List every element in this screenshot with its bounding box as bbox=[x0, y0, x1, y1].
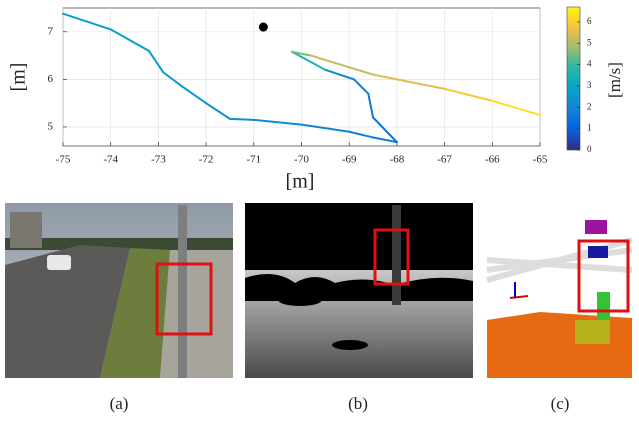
trajectory-segment bbox=[372, 73, 446, 90]
camera-image bbox=[5, 203, 233, 378]
y-axis-label: [m] bbox=[8, 63, 30, 92]
colorbar-tick-label: 1 bbox=[587, 123, 592, 133]
x-tick-label: -71 bbox=[246, 154, 261, 166]
colorbar-tick-label: 0 bbox=[587, 144, 592, 154]
trajectory-segment bbox=[62, 12, 112, 31]
x-tick-label: -70 bbox=[294, 154, 309, 166]
y-tick-label: 7 bbox=[48, 25, 54, 37]
marker bbox=[258, 22, 268, 32]
x-axis-label: [m] bbox=[286, 171, 315, 193]
trajectory-segment bbox=[443, 87, 494, 102]
trajectory-segment bbox=[372, 116, 398, 144]
y-tick-label: 5 bbox=[48, 120, 54, 132]
trajectory-segment bbox=[372, 136, 398, 144]
x-tick-label: -72 bbox=[199, 154, 214, 166]
panel-label: (a) bbox=[110, 394, 129, 413]
colorbar-tick-label: 2 bbox=[587, 101, 592, 111]
depth-image bbox=[245, 203, 473, 378]
trajectory-segment bbox=[205, 102, 231, 120]
voxel-map bbox=[486, 203, 633, 378]
trajectory-segment bbox=[367, 92, 375, 119]
trajectory-segment bbox=[162, 71, 184, 88]
colorbar-tick-label: 4 bbox=[587, 59, 592, 69]
x-tick-label: -66 bbox=[485, 154, 500, 166]
trajectory-segment bbox=[290, 50, 327, 71]
colorbar bbox=[566, 6, 581, 151]
colorbar-tick-label: 6 bbox=[587, 16, 592, 26]
colorbar-tick-label: 3 bbox=[587, 80, 592, 90]
panel-label: (c) bbox=[551, 394, 570, 413]
trajectory-segment bbox=[324, 68, 355, 81]
trajectory-segment bbox=[252, 118, 303, 126]
trajectory-segment bbox=[300, 123, 351, 133]
panel-label: (b) bbox=[348, 394, 368, 413]
x-tick-label: -69 bbox=[342, 154, 357, 166]
x-tick-label: -67 bbox=[437, 154, 452, 166]
x-tick-label: -65 bbox=[533, 154, 548, 166]
trajectory-segment bbox=[290, 50, 313, 57]
trajectory-segment bbox=[147, 49, 165, 74]
trajectory-segment bbox=[491, 99, 541, 117]
trajectory-segment bbox=[310, 54, 375, 76]
colorbar-label: [m/s] bbox=[605, 62, 624, 98]
x-tick-label: -68 bbox=[390, 154, 405, 166]
x-tick-label: -75 bbox=[56, 154, 71, 166]
trajectory-segment bbox=[348, 130, 375, 139]
x-tick-label: -73 bbox=[151, 154, 166, 166]
trajectory-segment bbox=[109, 28, 150, 52]
trajectory-segment bbox=[181, 85, 208, 105]
trajectory-segment bbox=[352, 78, 370, 95]
trajectory-segment bbox=[228, 117, 255, 121]
x-tick-label: -74 bbox=[103, 154, 118, 166]
colorbar-tick-label: 5 bbox=[587, 37, 592, 47]
y-tick-label: 6 bbox=[48, 73, 54, 85]
